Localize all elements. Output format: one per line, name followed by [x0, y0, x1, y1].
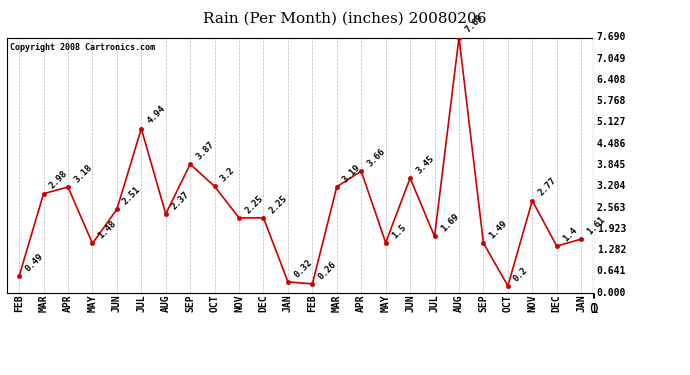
Text: 2.77: 2.77	[536, 176, 558, 198]
Text: 7.690: 7.690	[597, 33, 627, 42]
Text: 0.641: 0.641	[597, 266, 627, 276]
Text: 2.51: 2.51	[121, 185, 143, 207]
Text: Rain (Per Month) (inches) 20080206: Rain (Per Month) (inches) 20080206	[204, 11, 486, 25]
Text: 3.18: 3.18	[72, 163, 94, 184]
Text: 3.2: 3.2	[219, 166, 237, 184]
Text: 2.563: 2.563	[597, 202, 627, 213]
Text: 0.26: 0.26	[317, 260, 338, 281]
Text: 5.127: 5.127	[597, 117, 627, 128]
Text: 0.000: 0.000	[597, 288, 627, 297]
Text: 2.25: 2.25	[268, 194, 289, 215]
Text: 3.66: 3.66	[366, 147, 387, 168]
Text: 2.37: 2.37	[170, 190, 192, 211]
Text: 4.486: 4.486	[597, 139, 627, 149]
Text: 7.69: 7.69	[463, 13, 485, 35]
Text: 1.48: 1.48	[97, 219, 118, 241]
Text: 2.98: 2.98	[48, 170, 69, 191]
Text: 4.94: 4.94	[146, 104, 167, 126]
Text: 0.2: 0.2	[512, 266, 530, 283]
Text: 1.69: 1.69	[439, 212, 460, 234]
Text: 0.32: 0.32	[292, 258, 314, 279]
Text: 3.204: 3.204	[597, 181, 627, 191]
Text: 3.845: 3.845	[597, 160, 627, 170]
Text: 1.282: 1.282	[597, 245, 627, 255]
Text: 1.4: 1.4	[561, 225, 579, 243]
Text: 3.87: 3.87	[195, 140, 216, 161]
Text: 2.25: 2.25	[243, 194, 265, 215]
Text: 0.49: 0.49	[23, 252, 45, 273]
Text: 7.049: 7.049	[597, 54, 627, 64]
Text: Copyright 2008 Cartronics.com: Copyright 2008 Cartronics.com	[10, 43, 155, 52]
Text: 5.768: 5.768	[597, 96, 627, 106]
Text: 1.61: 1.61	[585, 215, 607, 236]
Text: 6.408: 6.408	[597, 75, 627, 85]
Text: 3.45: 3.45	[414, 154, 436, 176]
Text: 1.923: 1.923	[597, 224, 627, 234]
Text: 1.49: 1.49	[488, 219, 509, 240]
Text: 1.5: 1.5	[390, 222, 408, 240]
Text: 3.19: 3.19	[341, 162, 362, 184]
